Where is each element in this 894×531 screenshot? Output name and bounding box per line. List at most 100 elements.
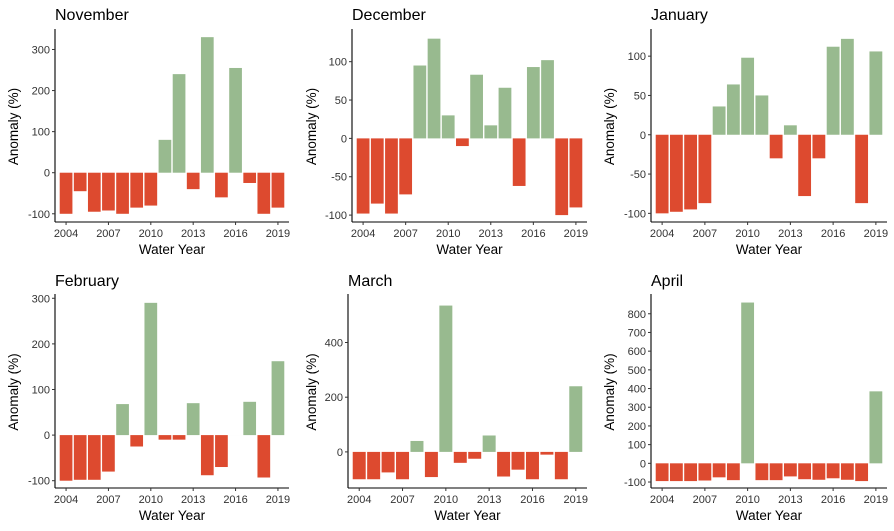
- y-tick-label: 0: [337, 447, 343, 459]
- bar-2008: [116, 404, 129, 436]
- bar-2006: [87, 172, 101, 212]
- bar-2018: [855, 134, 869, 204]
- bar-2014: [798, 463, 812, 480]
- y-tick-label: 200: [325, 392, 343, 404]
- panel-march: March 0 200 400 2004 2007 2010 2013 2016 2019 Wate…: [304, 273, 588, 523]
- y-tick-label: 400: [628, 384, 646, 396]
- bar-2007: [102, 435, 115, 472]
- y-axis-label: Anomaly (%): [6, 88, 21, 165]
- x-tick-label: 2019: [864, 228, 888, 240]
- bar-2016: [826, 46, 840, 135]
- bar-2017: [243, 401, 257, 436]
- y-tick-label: 50: [335, 95, 347, 107]
- bar-2019: [869, 51, 883, 135]
- x-tick-label: 2013: [181, 228, 205, 240]
- bar-2012: [172, 74, 186, 173]
- bar-2015: [512, 138, 526, 186]
- x-tick-label: 2004: [54, 228, 78, 240]
- y-tick-label: 100: [329, 57, 347, 69]
- bar-2018: [555, 138, 569, 216]
- x-tick-label: 2019: [266, 228, 290, 240]
- x-tick-label: 2016: [821, 228, 845, 240]
- bar-2007: [396, 451, 410, 480]
- bar-2004: [655, 134, 669, 214]
- y-tick-label: 0: [640, 458, 646, 470]
- x-tick-label: 2007: [390, 494, 414, 506]
- y-axis-label: Anomaly (%): [304, 353, 319, 430]
- bar-2019: [271, 172, 285, 208]
- y-tick-label: -50: [630, 169, 646, 181]
- x-tick-label: 2016: [520, 494, 544, 506]
- x-tick-label: 2016: [821, 494, 845, 506]
- bar-2016: [525, 451, 539, 480]
- bar-2010: [741, 302, 755, 464]
- bar-2019: [569, 386, 583, 452]
- bar-2015: [215, 435, 228, 468]
- x-axis-label: Water Year: [139, 508, 206, 523]
- bar-2015: [215, 172, 228, 198]
- bar-2013: [186, 403, 200, 436]
- x-tick-label: 2010: [434, 494, 458, 506]
- bar-2004: [59, 172, 73, 214]
- bar-2010: [441, 115, 455, 139]
- bar-2005: [669, 134, 683, 212]
- bar-2014: [798, 134, 812, 197]
- bar-2007: [698, 134, 712, 204]
- y-tick-label: 0: [341, 133, 347, 145]
- x-tick-label: 2010: [735, 494, 759, 506]
- bar-2018: [554, 451, 568, 480]
- y-tick-label: 0: [640, 130, 646, 142]
- y-tick-label: -100: [325, 210, 347, 222]
- bar-2017: [243, 172, 257, 183]
- x-tick-label: 2010: [139, 494, 163, 506]
- bar-2004: [59, 435, 73, 481]
- bar-2012: [470, 74, 483, 139]
- bar-2006: [87, 435, 101, 480]
- bar-2015: [812, 463, 826, 480]
- x-tick-label: 2010: [436, 228, 460, 240]
- bar-2011: [755, 463, 769, 481]
- panel-february: February -100 0 100 200 300 2004 2007 2010 2013 20…: [6, 273, 290, 523]
- x-tick-label: 2004: [351, 228, 375, 240]
- bar-2019: [569, 138, 583, 208]
- bar-2019: [271, 361, 285, 436]
- bar-2010: [439, 305, 453, 452]
- bar-2008: [410, 440, 424, 452]
- bar-2006: [684, 463, 698, 482]
- panel-title: January: [651, 7, 708, 24]
- y-tick-label: 100: [628, 51, 646, 63]
- bar-2011: [158, 435, 172, 440]
- x-tick-label: 2019: [564, 494, 588, 506]
- bar-2015: [812, 134, 826, 159]
- bar-2005: [367, 451, 381, 480]
- y-tick-label: 0: [44, 168, 50, 180]
- y-axis-label: Anomaly (%): [602, 353, 617, 430]
- x-axis-label: Water Year: [436, 242, 503, 257]
- y-tick-label: -100: [28, 476, 50, 488]
- x-tick-label: 2019: [266, 494, 290, 506]
- panel-november: November -100 0 100 200 300 2004 2007 2010 2013 20…: [6, 7, 290, 257]
- bar-2010: [741, 57, 755, 135]
- x-axis-label: Water Year: [736, 242, 803, 257]
- panel-title: February: [55, 273, 119, 290]
- y-tick-label: 700: [628, 327, 646, 339]
- bar-2009: [726, 463, 740, 481]
- bar-2005: [73, 435, 87, 480]
- y-tick-label: 500: [628, 365, 646, 377]
- y-tick-label: 0: [44, 430, 50, 442]
- bar-2018: [257, 172, 271, 214]
- bar-2014: [498, 87, 512, 139]
- bar-2017: [540, 451, 554, 455]
- x-tick-label: 2004: [347, 494, 371, 506]
- y-tick-label: 100: [32, 384, 50, 396]
- bar-2005: [370, 138, 384, 204]
- bar-2017: [840, 463, 854, 480]
- y-axis-label: Anomaly (%): [304, 88, 319, 165]
- bar-2013: [482, 435, 496, 452]
- y-tick-label: 300: [628, 402, 646, 414]
- bar-2008: [712, 463, 726, 478]
- bar-2013: [783, 125, 797, 135]
- y-tick-label: 400: [325, 337, 343, 349]
- bar-2019: [869, 391, 883, 464]
